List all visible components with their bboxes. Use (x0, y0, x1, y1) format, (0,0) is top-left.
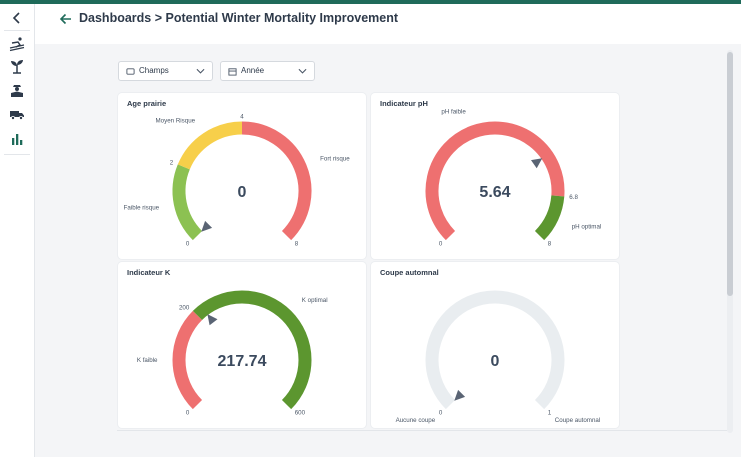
gauge-tick-label: 0 (439, 410, 443, 417)
gauge-tick-label: 2 (170, 160, 174, 167)
sidebar-item-dashboards[interactable] (7, 129, 27, 149)
gauge-band-label: Fort risque (320, 156, 350, 163)
gauge-band-label: K faible (137, 357, 158, 364)
gauge-tick-label: 6.8 (569, 194, 578, 201)
gauge-chart: 0 200 600 K faible K optimal 217.74 (137, 290, 328, 417)
gauge-title: Age prairie (127, 99, 167, 108)
gauge-band (425, 121, 565, 241)
gauge-band-label: Faible risque (124, 205, 160, 212)
bar-chart-icon (12, 134, 23, 145)
gauge-card-age-prairie: Age prairie 0 2 4 8 Faible risque Moyen Risqu… (118, 93, 366, 259)
gauge-tick-label: 8 (548, 241, 552, 248)
gauge-band (241, 121, 312, 241)
gauge-needle (454, 389, 466, 401)
gauge-tick-label: 4 (240, 114, 244, 121)
gauge-chart: 0 6.8 8 pH faible pH optimal 5.64 (425, 109, 602, 248)
gauge-needle (531, 158, 543, 169)
farmer-icon (11, 85, 23, 97)
plant-icon (11, 60, 23, 74)
sidebar-divider (4, 30, 30, 31)
gauge-band-label: pH faible (441, 109, 466, 116)
gauge-needle (201, 220, 213, 232)
gauge-tick-label: 8 (295, 241, 299, 248)
champs-select[interactable]: Champs (118, 61, 213, 81)
sidebar-item-plant[interactable] (7, 56, 27, 76)
chevron-down-icon (298, 68, 307, 74)
page-title: Dashboards > Potential Winter Mortality … (79, 11, 399, 25)
gauge-band (172, 164, 203, 241)
gauge-value: 5.64 (479, 184, 510, 201)
page-header: Dashboards > Potential Winter Mortality … (35, 4, 741, 44)
champs-select-label: Champs (139, 66, 169, 75)
gauge-band (177, 121, 243, 170)
gauge-band-label: Moyen Risque (156, 118, 196, 125)
scrollbar-thumb[interactable] (727, 52, 733, 296)
gauge-card-coupe-automnal: Coupe automnal 0 1 Aucune coupe Coupe autom… (371, 262, 619, 428)
gauge-value: 217.74 (218, 353, 267, 370)
gauge-tick-label: 0 (439, 241, 443, 248)
chevron-down-icon (196, 68, 205, 74)
sidebar-divider (4, 154, 30, 155)
gauge-band (172, 310, 203, 410)
field-icon (126, 68, 135, 75)
gauge-band-label: pH optimal (572, 223, 602, 230)
gauge-title: Indicateur pH (380, 99, 428, 108)
gauge-card-indicateur-ph: Indicateur pH 0 6.8 8 pH faible pH optimal 5.… (371, 93, 619, 259)
gauge-value: 0 (491, 353, 500, 370)
annee-select[interactable]: Année (220, 61, 315, 81)
gauge-band (534, 195, 565, 241)
gauge-card-indicateur-k: Indicateur K 0 200 600 K faible K optimal 217… (118, 262, 366, 428)
gauge-tick-label: 0 (186, 410, 190, 417)
sidebar (0, 4, 35, 457)
gauge-tick-label: 0 (186, 241, 190, 248)
gauge-band-label: Aucune coupe (396, 417, 436, 424)
ski-icon (9, 37, 25, 52)
gauge-chart: 0 2 4 8 Faible risque Moyen Risque Fort risque… (124, 114, 351, 248)
content-bottom-divider (117, 430, 727, 431)
gauge-band (425, 290, 565, 410)
collapse-sidebar-button[interactable] (7, 8, 27, 28)
gauge-band-label: K optimal (302, 297, 328, 304)
sidebar-item-farmer[interactable] (7, 80, 27, 100)
gauge-band (192, 290, 312, 410)
gauge-value: 0 (238, 184, 247, 201)
gauge-tick-label: 1 (548, 410, 552, 417)
gauge-band-label: Coupe automnal (555, 417, 600, 424)
gauge-needle (207, 314, 218, 326)
calendar-icon (228, 68, 237, 76)
back-arrow-icon[interactable] (59, 12, 73, 26)
gauge-tick-label: 200 (179, 304, 190, 311)
gauge-chart: 0 1 Aucune coupe Coupe automnal 0 (396, 290, 600, 424)
gauge-title: Coupe automnal (380, 268, 439, 277)
annee-select-label: Année (241, 66, 265, 75)
truck-icon (10, 111, 24, 120)
chevron-left-icon (12, 12, 20, 24)
sidebar-item-ski[interactable] (7, 34, 27, 54)
gauge-title: Indicateur K (127, 268, 171, 277)
top-accent-bar (0, 0, 741, 4)
gauge-tick-label: 600 (295, 410, 306, 417)
sidebar-item-truck[interactable] (7, 104, 27, 124)
